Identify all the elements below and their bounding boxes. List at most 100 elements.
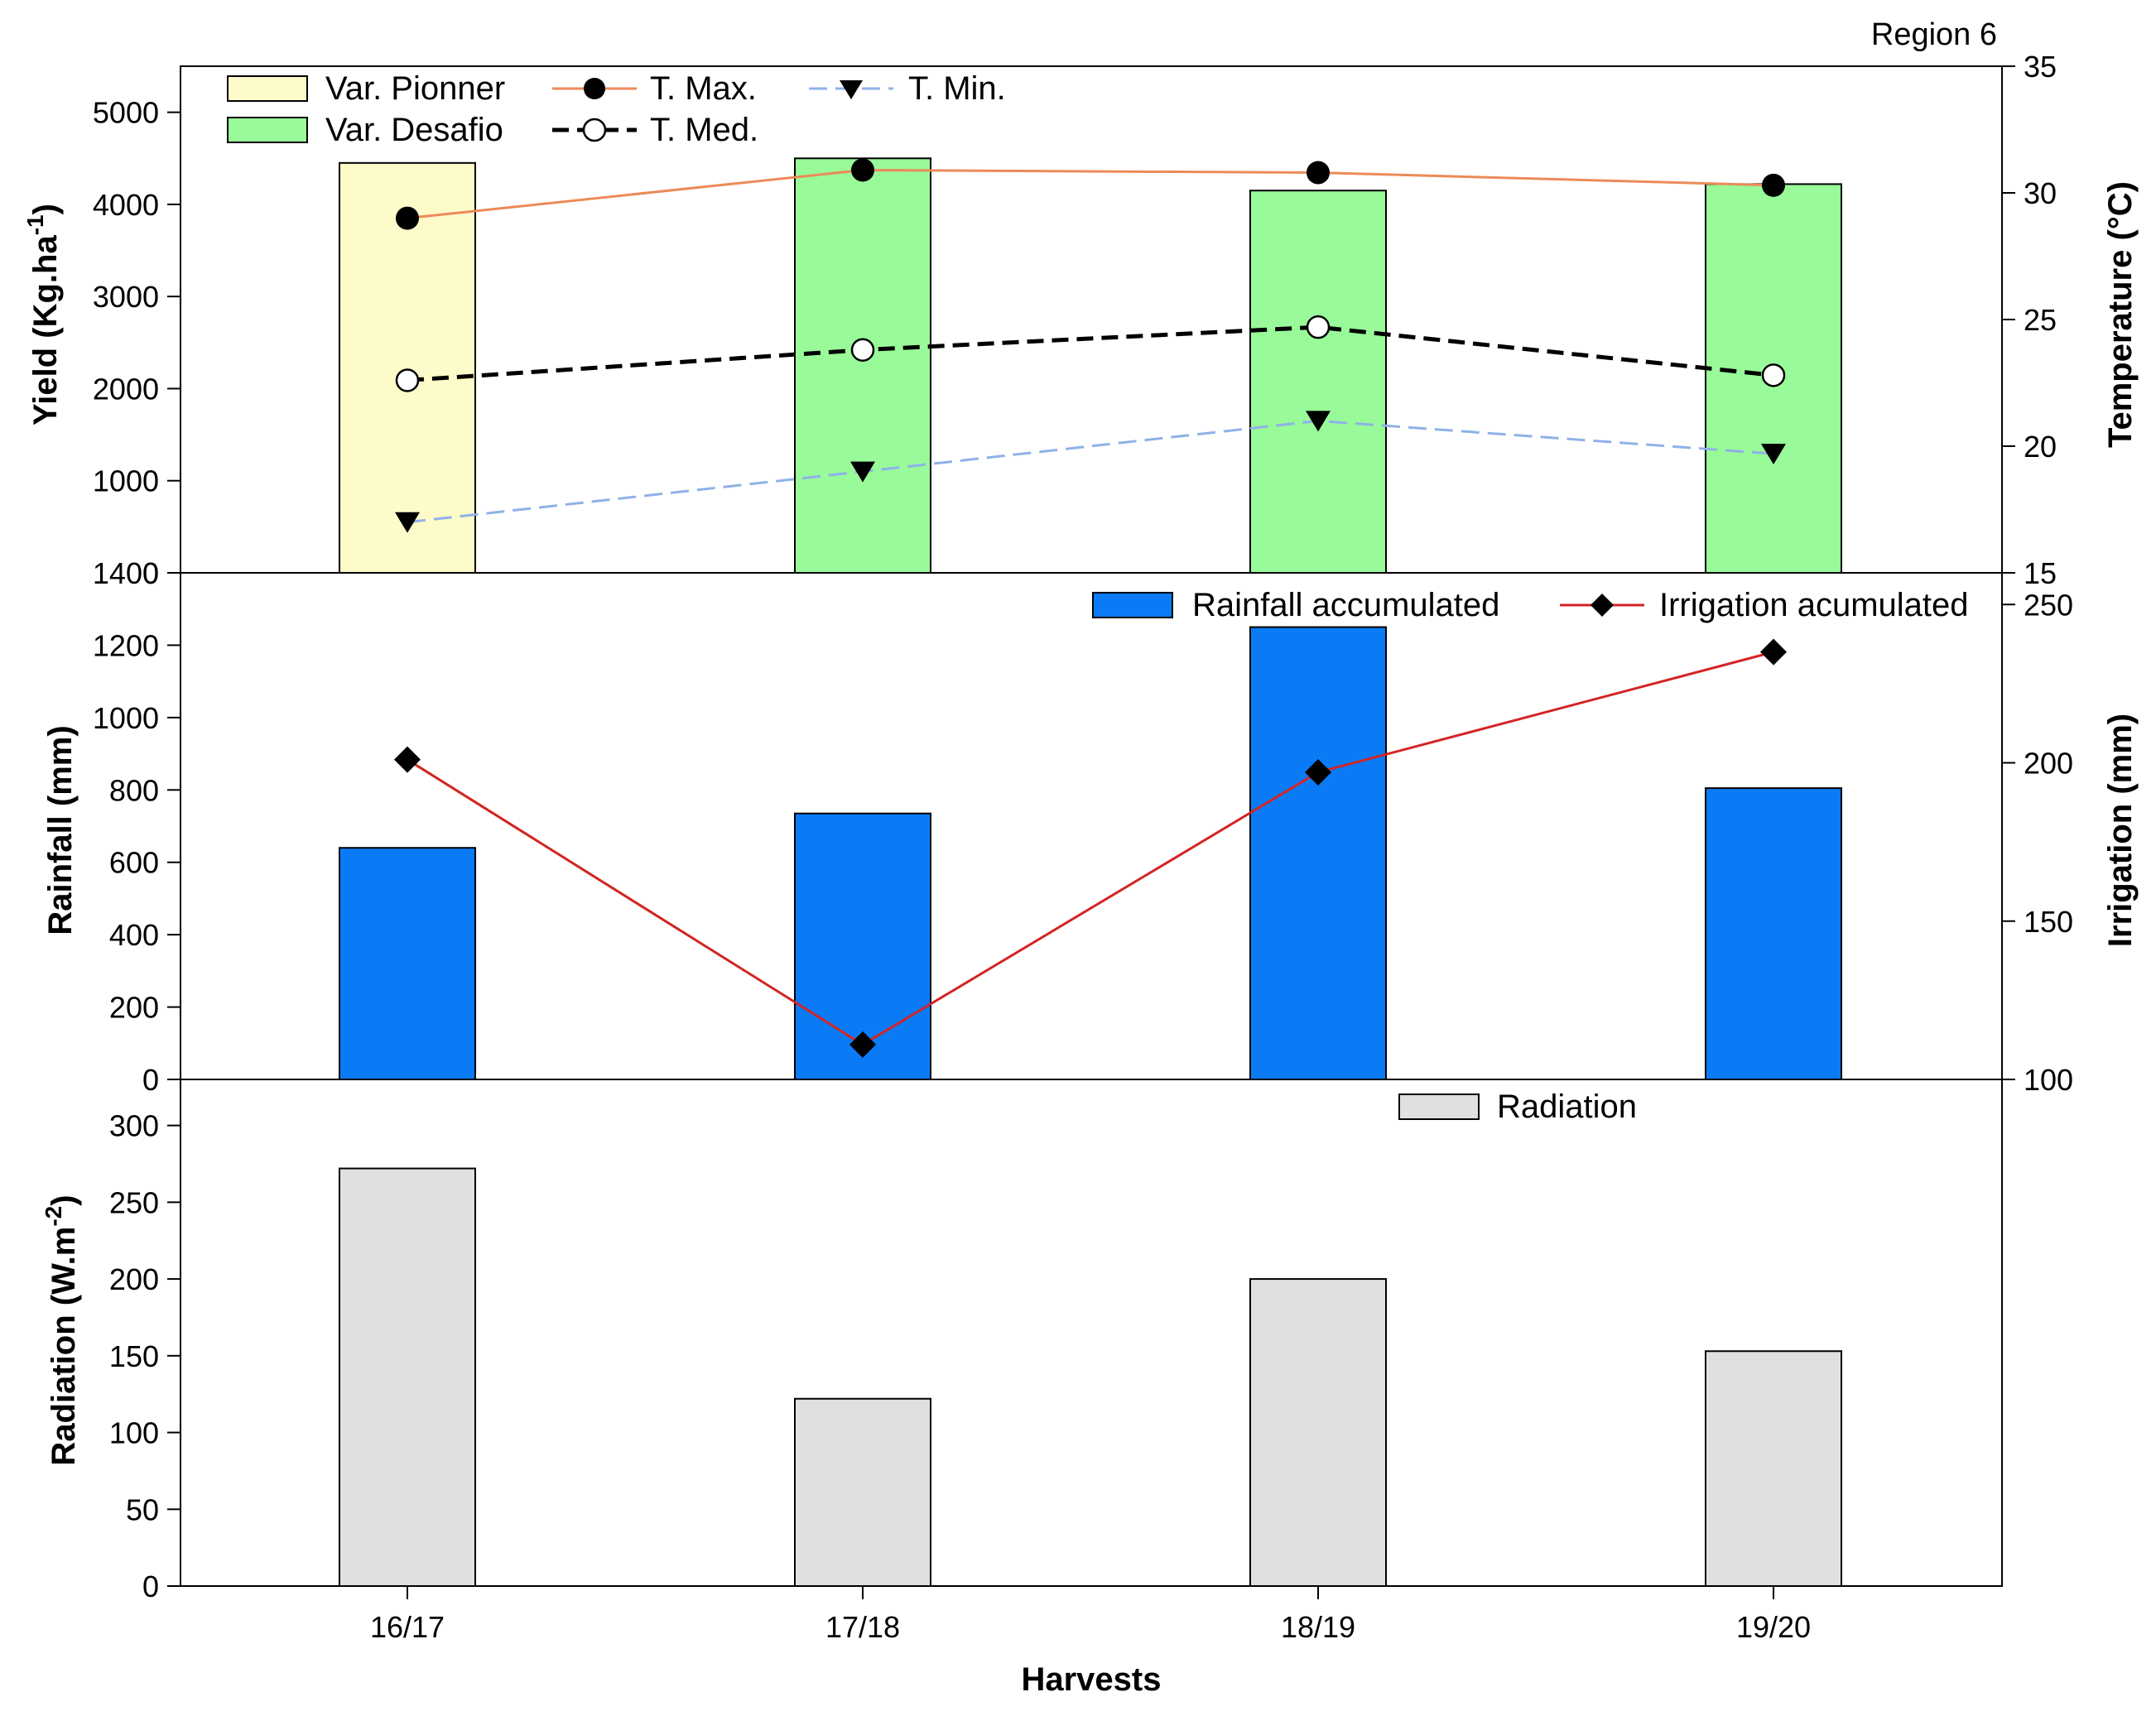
radiation-axis-tick-label: 0	[142, 1569, 159, 1603]
legend-pionner-label: Var. Pionner	[325, 70, 505, 107]
irrigation-point	[849, 1031, 876, 1058]
irrigation-point	[1305, 758, 1331, 786]
yield-bar	[339, 161, 476, 574]
yield-axis-tick-label: 1000	[93, 464, 159, 498]
legend-tmax-marker	[584, 78, 605, 99]
legend-desafio-swatch	[227, 117, 308, 143]
yield-axis-tick-label: 0	[142, 556, 159, 590]
panel3-legend: Radiation	[1398, 1089, 1637, 1125]
rainfall-axis-tick-label: 1200	[93, 628, 159, 662]
tmed-point	[850, 338, 875, 362]
irrigation-point	[394, 746, 421, 773]
rainfall-bar	[1705, 787, 1842, 1080]
irrigation-line	[394, 638, 1787, 1058]
radiation-axis-tick-label: 150	[109, 1339, 159, 1373]
rainfall-axis-tick-label: 200	[109, 991, 159, 1025]
panel3-frame	[180, 1079, 2003, 1587]
radiation-axis-tick-label: 100	[109, 1416, 159, 1450]
panel1-axes: 0 1000 2000 3000 4000 5000 15 20 25 30 35	[93, 50, 2057, 590]
x-axis: 16/17 17/18 18/19 19/20	[370, 1586, 1811, 1644]
rainfall-axis-tick-label: 1400	[93, 556, 159, 590]
rainfall-axis-tick-label: 0	[142, 1063, 159, 1097]
radiation-bar	[1249, 1278, 1387, 1588]
tmax-line	[407, 168, 1774, 220]
rainfall-axis-title: Rainfall (mm)	[42, 725, 79, 935]
radiation-axis-tick-label: 250	[109, 1185, 159, 1219]
yield-axis-tick-label: 4000	[93, 188, 159, 222]
rainfall-axis-tick-label: 1000	[93, 701, 159, 735]
rainfall-axis-tick-label: 400	[109, 918, 159, 952]
radiation-bar	[1705, 1350, 1842, 1587]
temperature-axis-tick-label: 30	[2024, 176, 2057, 210]
rainfall-bars	[339, 626, 1842, 1080]
yield-bars	[339, 157, 1842, 574]
legend-desafio-label: Var. Desafio	[325, 112, 503, 148]
legend-radiation-label: Radiation	[1497, 1089, 1637, 1125]
rainfall-axis-tick-label: 600	[109, 846, 159, 880]
yield-axis-tick-label: 5000	[93, 96, 159, 130]
temperature-axis-tick-label: 15	[2024, 556, 2057, 590]
irrigation-axis-tick-label: 100	[2024, 1063, 2073, 1097]
legend-tmin-marker	[840, 80, 863, 99]
harvests-axis-title: Harvests	[1021, 1661, 1161, 1698]
rainfall-bar	[1249, 626, 1387, 1080]
yield-axis-tick-label: 2000	[93, 372, 159, 406]
irrigation-axis-tick-label: 200	[2024, 747, 2073, 781]
rainfall-axis-tick-label: 800	[109, 773, 159, 807]
panel3-axes: 0 50 100 150 200 250 300	[109, 1109, 180, 1603]
radiation-axis-tick-label: 300	[109, 1109, 159, 1143]
temperature-axis-tick-label: 35	[2024, 50, 2057, 84]
tmax-point	[1762, 173, 1785, 197]
tmin-point	[1306, 411, 1331, 432]
rainfall-bar	[339, 847, 476, 1080]
panel1-legend: Var. Pionner Var. Desafio T. Max. T. Med…	[227, 70, 1006, 148]
legend-irrigation-marker	[1591, 594, 1614, 617]
x-tick-label: 17/18	[825, 1610, 900, 1644]
tmin-line	[407, 419, 1774, 524]
panel2-legend: Rainfall accumulated Irrigation acumulat…	[1092, 587, 1969, 623]
temperature-axis-title: Temperature (°C)	[2102, 181, 2139, 448]
irrigation-axis-tick-label: 250	[2024, 588, 2073, 622]
tmin-point	[395, 512, 420, 533]
radiation-axis-tick-label: 200	[109, 1262, 159, 1296]
irrigation-axis-tick-label: 150	[2024, 905, 2073, 939]
legend-rainfall-swatch	[1092, 592, 1173, 618]
legend-tmed-label: T. Med.	[650, 112, 758, 148]
radiation-bar	[794, 1397, 931, 1588]
x-tick-label: 16/17	[370, 1610, 445, 1644]
tmed-point	[395, 368, 420, 392]
radiation-bar	[339, 1167, 476, 1587]
radiation-bars	[339, 1167, 1842, 1588]
tmin-point	[850, 461, 875, 483]
yield-axis-title: Yield (Kg.ha-1)	[22, 204, 64, 425]
tmax-point	[1307, 161, 1330, 185]
legend-tmax-label: T. Max.	[650, 70, 757, 107]
irrigation-point	[1760, 638, 1787, 666]
tmed-point	[1761, 363, 1786, 387]
x-tick-label: 19/20	[1736, 1610, 1811, 1644]
irrigation-line-path	[407, 651, 1774, 1046]
yield-bar	[794, 157, 931, 574]
temperature-axis-tick-label: 25	[2024, 303, 2057, 337]
legend-tmed-marker	[582, 118, 607, 142]
temperature-axis-tick-label: 20	[2024, 430, 2057, 464]
tmed-line	[407, 324, 1774, 382]
radiation-axis-tick-label: 50	[126, 1492, 159, 1526]
yield-bar	[1249, 190, 1387, 574]
legend-radiation-swatch	[1398, 1094, 1480, 1120]
legend-tmin-label: T. Min.	[908, 70, 1006, 107]
tmax-point	[851, 158, 874, 182]
tmax-point	[396, 206, 419, 230]
yield-axis-tick-label: 3000	[93, 280, 159, 314]
legend-irrigation-label: Irrigation acumulated	[1659, 587, 1969, 623]
radiation-axis-title: Radiation (W.m-2)	[41, 1194, 82, 1465]
irrigation-axis-title: Irrigation (mm)	[2102, 714, 2139, 947]
temperature-lines	[395, 158, 1786, 533]
legend-pionner-swatch	[227, 75, 308, 102]
legend-rainfall-label: Rainfall accumulated	[1192, 587, 1499, 623]
region-label: Region 6	[1871, 17, 1997, 52]
tmed-point	[1306, 315, 1331, 339]
x-tick-label: 18/19	[1281, 1610, 1355, 1644]
